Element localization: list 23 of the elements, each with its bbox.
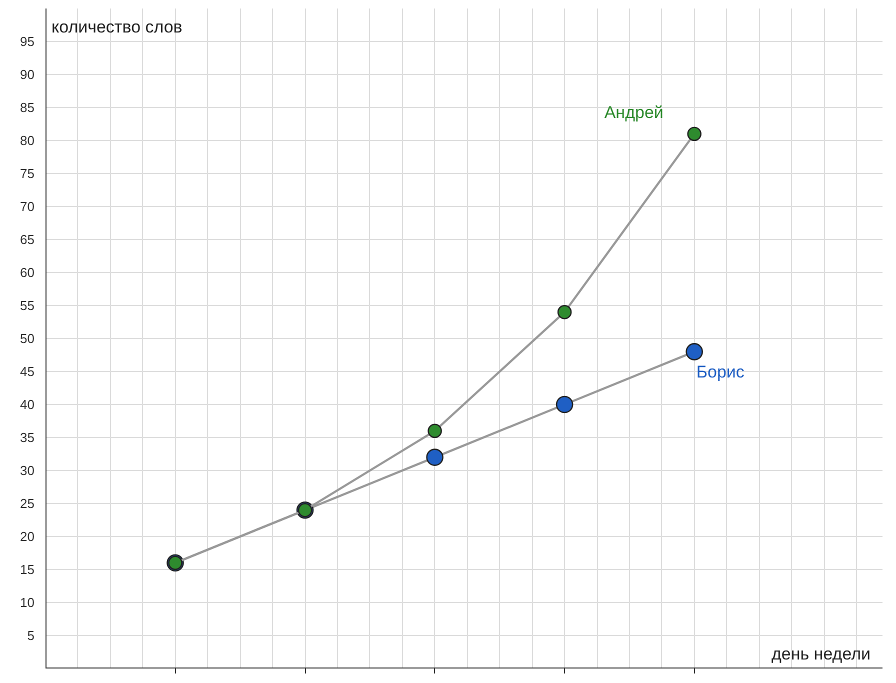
y-axis-title: количество слов <box>52 18 182 36</box>
y-tick-label: 55 <box>20 298 35 313</box>
y-tick-label: 35 <box>20 430 35 445</box>
x-axis-title: день недели <box>771 644 871 664</box>
y-tick-label: 20 <box>20 529 35 544</box>
y-tick-label: 10 <box>20 595 35 610</box>
y-tick-label: 60 <box>20 265 35 280</box>
y-tick-label: 45 <box>20 364 35 379</box>
y-tick-label: 75 <box>20 166 35 181</box>
y-tick-label: 5 <box>27 628 35 643</box>
y-tick-label: 25 <box>20 496 35 511</box>
y-tick-label: 30 <box>20 463 35 478</box>
y-tick-label: 70 <box>20 199 35 214</box>
y-tick-label: 65 <box>20 232 35 247</box>
y-tick-label: 85 <box>20 100 35 115</box>
y-tick-label: 90 <box>20 67 35 82</box>
y-tick-label: 50 <box>20 331 35 346</box>
y-tick-label: 40 <box>20 397 35 412</box>
y-tick-label: 15 <box>20 562 35 577</box>
series-label: Борис <box>696 362 745 382</box>
series-label: Андрей <box>604 102 664 122</box>
y-tick-label: 95 <box>20 34 35 49</box>
y-tick-label: 80 <box>20 133 35 148</box>
